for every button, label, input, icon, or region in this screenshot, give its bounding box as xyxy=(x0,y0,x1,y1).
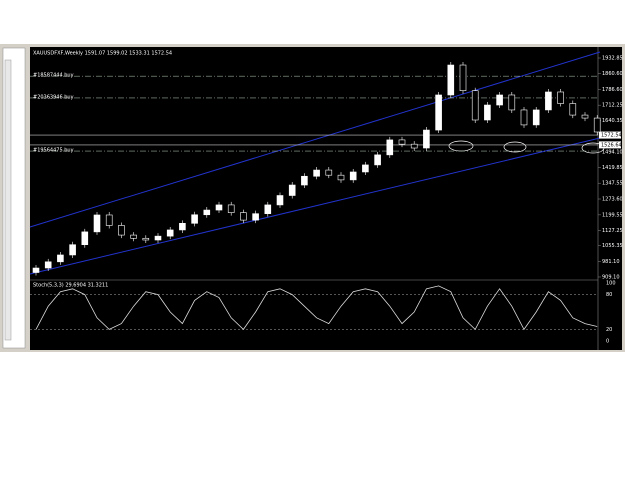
price-label: 1273.60 xyxy=(602,197,623,203)
candle xyxy=(203,209,211,216)
stoch-line xyxy=(35,285,598,331)
candle xyxy=(105,214,113,226)
candle xyxy=(81,231,89,246)
price-label: 1127.25 xyxy=(602,228,623,234)
candle xyxy=(362,164,369,173)
order-label: #19564475 buy xyxy=(33,148,74,154)
candle xyxy=(410,143,418,149)
price-marker-label: 1526.64 xyxy=(601,142,622,148)
indicator-tick: 100 xyxy=(606,281,616,287)
scrollbar[interactable] xyxy=(4,59,12,341)
candle xyxy=(532,109,540,126)
price-label: 1494.10 xyxy=(602,149,623,155)
candle xyxy=(130,234,137,239)
candle xyxy=(154,235,162,241)
chart-title: XAUUSDFXF,Weekly 1591.07 1599.02 1533.31… xyxy=(33,51,172,57)
candle xyxy=(93,214,101,233)
candle xyxy=(166,229,174,237)
price-label: 981.10 xyxy=(602,259,620,265)
price-label: 1786.60 xyxy=(602,87,623,93)
candle xyxy=(569,103,577,116)
candle xyxy=(349,171,357,181)
candle xyxy=(142,237,150,241)
price-label: 1347.55 xyxy=(602,181,623,187)
candle xyxy=(215,204,223,211)
channel-upper xyxy=(29,51,601,228)
candle xyxy=(386,139,394,156)
candle xyxy=(520,109,528,126)
candle xyxy=(301,175,308,186)
candle xyxy=(447,64,455,96)
candle xyxy=(276,195,284,206)
price-marker-box xyxy=(599,141,621,149)
price-label: 1199.55 xyxy=(602,212,623,218)
candle xyxy=(593,117,601,133)
candle xyxy=(313,169,320,177)
candle xyxy=(496,94,503,106)
candle xyxy=(227,204,235,213)
price-label: 1712.25 xyxy=(602,103,623,109)
candle xyxy=(179,223,186,231)
candle xyxy=(240,212,247,221)
price-marker-label: 1572.54 xyxy=(601,133,622,139)
candle xyxy=(471,90,479,121)
candle xyxy=(32,267,40,273)
indicator-tick: 20 xyxy=(606,327,612,333)
candle xyxy=(264,204,272,214)
candle xyxy=(435,94,442,131)
highlight-circle xyxy=(503,141,527,153)
candle xyxy=(398,139,406,145)
chart-area xyxy=(30,47,622,350)
order-label: #20363946 buy xyxy=(33,94,74,100)
candle xyxy=(325,169,333,176)
candle xyxy=(423,129,430,149)
candle xyxy=(545,91,552,111)
candle xyxy=(191,214,198,224)
candle xyxy=(484,104,491,121)
candle xyxy=(44,261,52,269)
candle xyxy=(557,91,564,104)
candle xyxy=(508,94,516,111)
indicator-tick: 80 xyxy=(606,292,612,298)
price-label: 909.10 xyxy=(602,274,620,280)
candle xyxy=(69,244,76,256)
price-label: 1640.35 xyxy=(602,118,623,124)
candle xyxy=(57,254,64,263)
candle xyxy=(288,184,296,196)
candle xyxy=(374,154,381,166)
price-label: 1932.85 xyxy=(602,56,623,62)
price-marker-box xyxy=(599,131,621,139)
indicator-title: Stoch(5,3,3) 29.6904 31.3211 xyxy=(33,283,108,289)
indicator-tick: 0 xyxy=(606,339,609,345)
price-label: 1860.60 xyxy=(602,71,623,77)
candle xyxy=(252,213,259,221)
candle xyxy=(459,64,467,91)
price-label: 1055.35 xyxy=(602,243,623,249)
channel-lower xyxy=(29,137,601,275)
candle xyxy=(337,174,345,181)
order-label: #18587444 buy xyxy=(33,73,74,79)
price-label: 1419.85 xyxy=(602,165,623,171)
candle xyxy=(581,114,589,119)
candle xyxy=(118,225,125,236)
